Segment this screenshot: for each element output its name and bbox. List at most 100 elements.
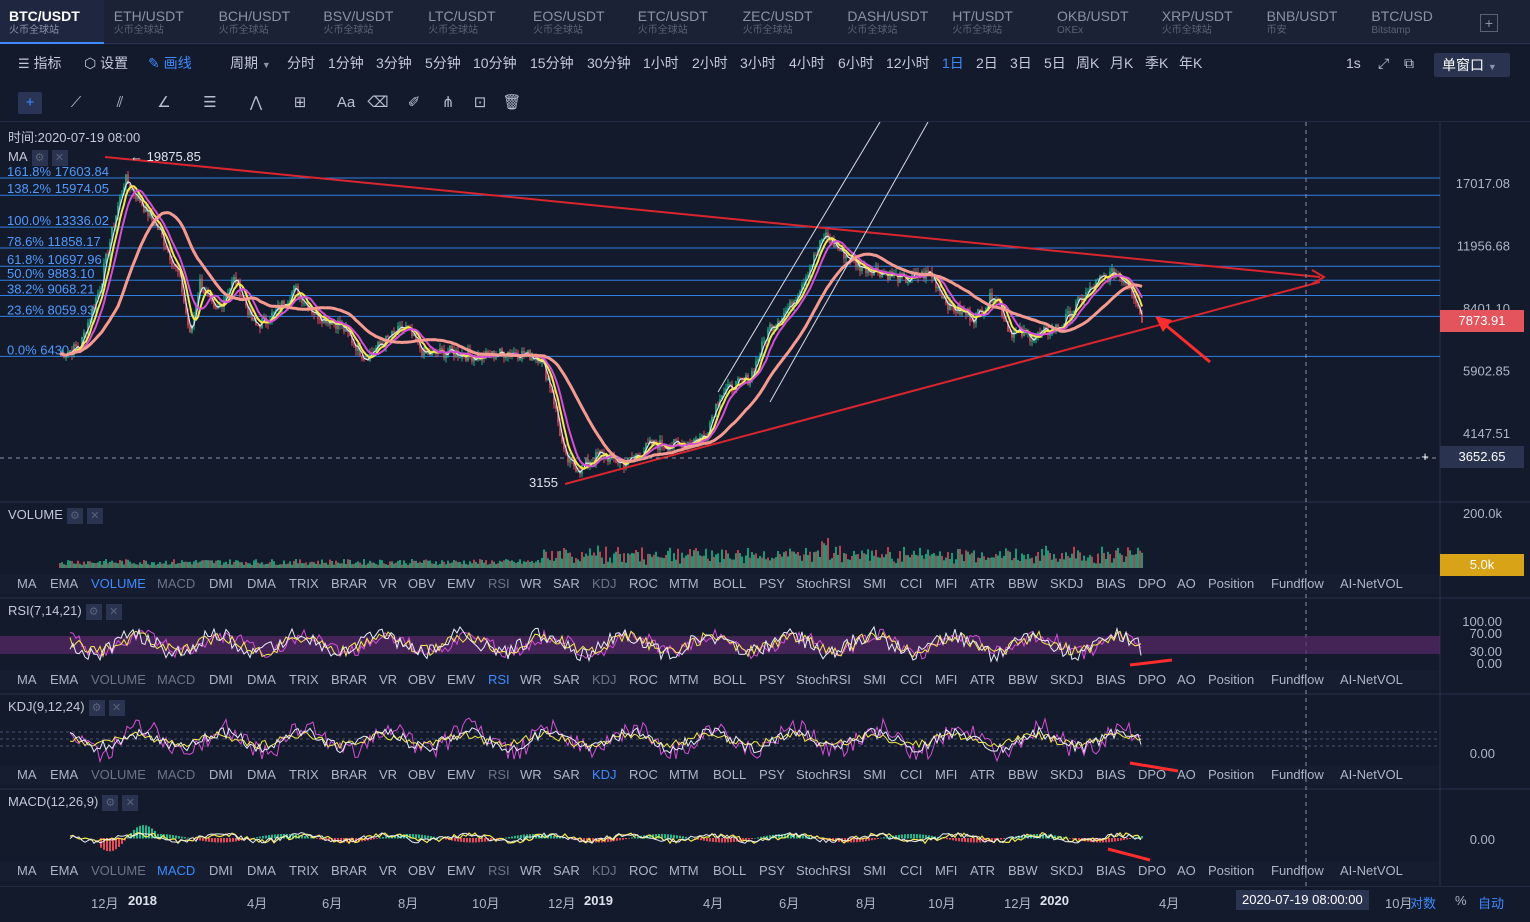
tab-btc-usd[interactable]: BTC/USD Bitstamp	[1362, 0, 1466, 44]
tab-ltc-usdt[interactable]: LTC/USDT 火币全球站	[419, 0, 523, 44]
indicator-dma[interactable]: DMA	[247, 576, 276, 591]
parallel-lines-icon[interactable]: ⫽	[116, 94, 124, 111]
indicator-mfi[interactable]: MFI	[935, 576, 958, 591]
indicator-skdj[interactable]: SKDJ	[1050, 767, 1084, 782]
indicator-position[interactable]: Position	[1208, 767, 1255, 782]
indicator-mfi[interactable]: MFI	[935, 672, 958, 687]
indicator-macd[interactable]: MACD	[157, 672, 196, 687]
indicator-volume[interactable]: VOLUME	[91, 576, 146, 591]
tab-eth-usdt[interactable]: ETH/USDT 火币全球站	[105, 0, 209, 44]
settings-button[interactable]: ⬡ 设置	[84, 54, 128, 72]
indicator-ema[interactable]: EMA	[50, 576, 79, 591]
indicator-psy[interactable]: PSY	[759, 767, 786, 782]
indicator-dma[interactable]: DMA	[247, 767, 276, 782]
indicator-mtm[interactable]: MTM	[669, 672, 699, 687]
period-dropdown[interactable]: 周期 ▼	[230, 54, 271, 74]
indicator-smi[interactable]: SMI	[863, 767, 887, 782]
indicator-stochrsi[interactable]: StochRSI	[796, 672, 851, 687]
indicator-stochrsi[interactable]: StochRSI	[796, 863, 851, 878]
tab-bch-usdt[interactable]: BCH/USDT 火币全球站	[210, 0, 314, 44]
period-8[interactable]: 2小时	[692, 55, 728, 71]
lock-icon[interactable]: ⊡	[473, 94, 487, 111]
indicator-bbw[interactable]: BBW	[1008, 576, 1038, 591]
indicator-sar[interactable]: SAR	[553, 863, 580, 878]
close-icon[interactable]: ✕	[51, 149, 68, 166]
eraser-icon[interactable]: ⌫	[367, 94, 389, 111]
indicator-fundflow[interactable]: Fundflow	[1271, 576, 1324, 591]
indicator-wr[interactable]: WR	[520, 672, 542, 687]
indicator-kdj[interactable]: KDJ	[592, 767, 617, 782]
indicator-brar[interactable]: BRAR	[331, 767, 368, 782]
indicator-roc[interactable]: ROC	[629, 672, 658, 687]
indicator-volume[interactable]: VOLUME	[91, 863, 146, 878]
draw-button[interactable]: ✎ 画线	[148, 54, 192, 72]
indicator-cci[interactable]: CCI	[900, 672, 923, 687]
auto-scale-toggle[interactable]: 自动	[1478, 896, 1505, 911]
period-14[interactable]: 2日	[976, 55, 998, 71]
indicator-bbw[interactable]: BBW	[1008, 863, 1038, 878]
period-19[interactable]: 季K	[1145, 55, 1169, 71]
indicator-sar[interactable]: SAR	[553, 576, 580, 591]
close-icon[interactable]: ✕	[122, 794, 139, 811]
indicator-roc[interactable]: ROC	[629, 863, 658, 878]
tab-dash-usdt[interactable]: DASH/USDT 火币全球站	[838, 0, 942, 44]
indicator-vr[interactable]: VR	[379, 672, 398, 687]
indicator-dmi[interactable]: DMI	[209, 863, 233, 878]
gear-icon[interactable]: ⚙	[31, 149, 48, 166]
indicator-dpo[interactable]: DPO	[1138, 576, 1167, 591]
indicator-macd[interactable]: MACD	[157, 863, 196, 878]
tab-zec-usdt[interactable]: ZEC/USDT 火币全球站	[734, 0, 838, 44]
indicator-fundflow[interactable]: Fundflow	[1271, 767, 1324, 782]
indicator-boll[interactable]: BOLL	[713, 863, 747, 878]
crosshair-icon[interactable]: +	[18, 92, 42, 114]
indicator-wr[interactable]: WR	[520, 863, 542, 878]
text-tool-icon[interactable]: Aa	[336, 94, 356, 111]
indicator-ai-netvol[interactable]: AI-NetVOL	[1340, 863, 1403, 878]
percent-scale-toggle[interactable]: %	[1455, 893, 1467, 908]
period-9[interactable]: 3小时	[740, 55, 776, 71]
indicator-trix[interactable]: TRIX	[289, 576, 319, 591]
chart-canvas[interactable]: 161.8% 17603.84 138.2% 15974.05 100.0% 133…	[0, 121, 1530, 892]
indicator-atr[interactable]: ATR	[970, 576, 996, 591]
indicator-dmi[interactable]: DMI	[209, 576, 233, 591]
indicator-obv[interactable]: OBV	[408, 767, 436, 782]
indicator-ema[interactable]: EMA	[50, 863, 79, 878]
indicator-ema[interactable]: EMA	[50, 672, 79, 687]
indicator-atr[interactable]: ATR	[970, 767, 996, 782]
indicator-obv[interactable]: OBV	[408, 672, 436, 687]
indicator-rsi[interactable]: RSI	[488, 672, 510, 687]
indicator-button[interactable]: ☰ 指标	[18, 54, 62, 73]
indicator-dmi[interactable]: DMI	[209, 767, 233, 782]
indicator-sar[interactable]: SAR	[553, 767, 580, 782]
indicator-boll[interactable]: BOLL	[713, 767, 747, 782]
indicator-bias[interactable]: BIAS	[1096, 672, 1126, 687]
indicator-stochrsi[interactable]: StochRSI	[796, 767, 851, 782]
indicator-bias[interactable]: BIAS	[1096, 576, 1126, 591]
popout-icon[interactable]: ⧉	[1404, 55, 1414, 71]
period-7[interactable]: 1小时	[643, 55, 679, 71]
indicator-fundflow[interactable]: Fundflow	[1271, 672, 1324, 687]
indicator-cci[interactable]: CCI	[900, 863, 923, 878]
period-10[interactable]: 4小时	[789, 55, 825, 71]
indicator-position[interactable]: Position	[1208, 863, 1255, 878]
fib-retracement-icon[interactable]: ☰	[203, 94, 217, 111]
indicator-position[interactable]: Position	[1208, 672, 1255, 687]
indicator-emv[interactable]: EMV	[447, 576, 476, 591]
indicator-ma[interactable]: MA	[17, 863, 37, 878]
period-11[interactable]: 6小时	[838, 55, 874, 71]
period-17[interactable]: 周K	[1076, 55, 1100, 71]
tab-bnb-usdt[interactable]: BNB/USDT 币安	[1258, 0, 1362, 44]
period-16[interactable]: 5日	[1044, 55, 1066, 71]
indicator-emv[interactable]: EMV	[447, 767, 476, 782]
indicator-smi[interactable]: SMI	[863, 576, 887, 591]
angle-icon[interactable]: ∠	[157, 94, 171, 111]
tab-xrp-usdt[interactable]: XRP/USDT 火币全球站	[1153, 0, 1257, 44]
fullscreen-icon[interactable]: ⤢	[1378, 55, 1390, 71]
indicator-roc[interactable]: ROC	[629, 767, 658, 782]
indicator-dmi[interactable]: DMI	[209, 672, 233, 687]
period-15[interactable]: 3日	[1010, 55, 1032, 71]
indicator-mtm[interactable]: MTM	[669, 576, 699, 591]
indicator-boll[interactable]: BOLL	[713, 576, 747, 591]
indicator-fundflow[interactable]: Fundflow	[1271, 863, 1324, 878]
indicator-ma[interactable]: MA	[17, 672, 37, 687]
